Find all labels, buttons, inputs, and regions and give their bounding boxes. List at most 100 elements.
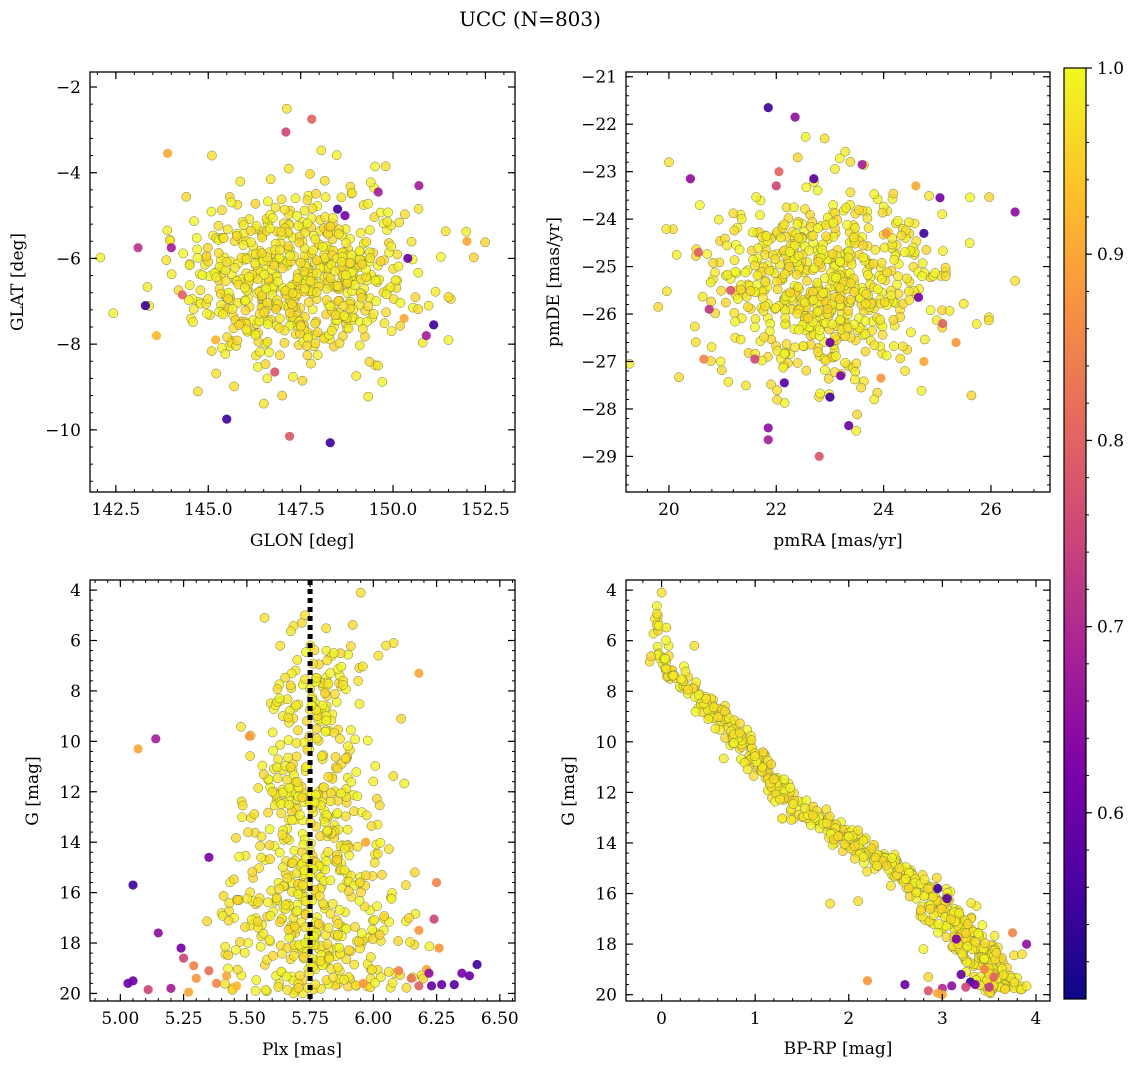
- data-point: [256, 248, 267, 259]
- data-point: [347, 188, 357, 198]
- data-point: [333, 229, 344, 240]
- data-point: [193, 386, 203, 397]
- data-point: [876, 373, 886, 383]
- y-tick-label: 12: [59, 783, 81, 803]
- data-point: [863, 223, 874, 233]
- data-point: [902, 273, 912, 284]
- data-point: [851, 358, 862, 369]
- data-point: [264, 824, 275, 835]
- data-point: [840, 203, 851, 213]
- ticks: [90, 72, 515, 492]
- data-point: [414, 925, 424, 936]
- data-point: [371, 296, 382, 306]
- data-point: [298, 880, 308, 890]
- data-point: [732, 294, 743, 304]
- data-point: [350, 734, 360, 745]
- data-point: [869, 189, 880, 199]
- data-point: [318, 242, 328, 252]
- data-point: [857, 159, 867, 170]
- data-point: [303, 297, 314, 308]
- data-point: [275, 244, 285, 255]
- data-point: [322, 655, 333, 666]
- data-point: [283, 752, 293, 763]
- data-point: [903, 286, 914, 297]
- data-point: [336, 256, 347, 267]
- data-point: [820, 365, 830, 376]
- data-point: [661, 663, 672, 674]
- data-point: [404, 913, 414, 923]
- data-point: [750, 313, 761, 324]
- x-axis-label: pmRA [mas/yr]: [773, 531, 902, 551]
- data-point: [729, 225, 740, 236]
- data-point: [204, 966, 214, 976]
- data-point: [869, 394, 880, 405]
- data-point: [801, 365, 812, 376]
- data-point: [207, 150, 217, 161]
- data-point: [785, 287, 795, 298]
- colorbar-tick-label: 1.0: [1097, 59, 1124, 79]
- x-tick-label: 5.00: [101, 1009, 139, 1029]
- data-point: [367, 964, 377, 975]
- x-axis-label: BP-RP [mag]: [784, 1039, 893, 1059]
- data-point: [250, 985, 261, 996]
- data-point: [377, 869, 387, 880]
- data-point: [311, 724, 322, 734]
- data-point: [729, 255, 740, 266]
- data-point: [379, 911, 390, 921]
- data-point: [213, 248, 224, 258]
- data-point: [729, 308, 740, 318]
- data-point: [406, 236, 417, 247]
- data-point: [289, 921, 300, 932]
- data-point: [853, 205, 864, 215]
- data-point: [162, 225, 173, 236]
- data-point: [701, 694, 712, 704]
- data-point: [263, 196, 273, 207]
- data-point: [387, 977, 398, 988]
- data-point: [862, 976, 873, 986]
- data-point: [231, 833, 241, 843]
- data-point: [875, 314, 886, 325]
- data-point: [718, 753, 729, 764]
- data-point: [284, 431, 295, 441]
- data-point: [812, 278, 823, 288]
- data-point: [760, 277, 771, 287]
- data-point: [958, 298, 969, 309]
- data-point: [277, 948, 287, 959]
- data-point: [798, 341, 809, 351]
- data-point: [346, 725, 356, 735]
- data-point: [710, 723, 721, 734]
- data-point: [900, 874, 911, 884]
- x-axis-label: GLON [deg]: [250, 531, 354, 551]
- data-point: [333, 919, 344, 929]
- data-point: [375, 837, 386, 848]
- data-point: [176, 943, 186, 953]
- data-point: [405, 937, 415, 947]
- data-point: [788, 799, 799, 809]
- data-point: [843, 831, 854, 842]
- data-point: [916, 385, 927, 396]
- data-point: [232, 981, 242, 991]
- data-point: [822, 304, 833, 314]
- data-point: [361, 810, 372, 821]
- data-point: [1017, 949, 1027, 960]
- data-point: [340, 811, 351, 822]
- data-point: [352, 841, 363, 852]
- y-tick-label: 8: [606, 682, 617, 702]
- data-point: [938, 318, 948, 329]
- data-point: [924, 190, 934, 201]
- data-point: [384, 844, 394, 855]
- data-point: [440, 226, 451, 237]
- data-point: [881, 228, 891, 238]
- data-point: [354, 936, 364, 947]
- data-point: [291, 700, 301, 711]
- data-point: [812, 306, 823, 317]
- data-point: [820, 355, 831, 366]
- data-point: [777, 813, 788, 824]
- data-point: [414, 981, 424, 991]
- x-tick-label: 142.5: [92, 500, 141, 520]
- data-point: [222, 224, 233, 235]
- data-point: [461, 226, 472, 237]
- data-point: [272, 773, 283, 784]
- data-point: [335, 734, 345, 744]
- data-point: [984, 192, 995, 202]
